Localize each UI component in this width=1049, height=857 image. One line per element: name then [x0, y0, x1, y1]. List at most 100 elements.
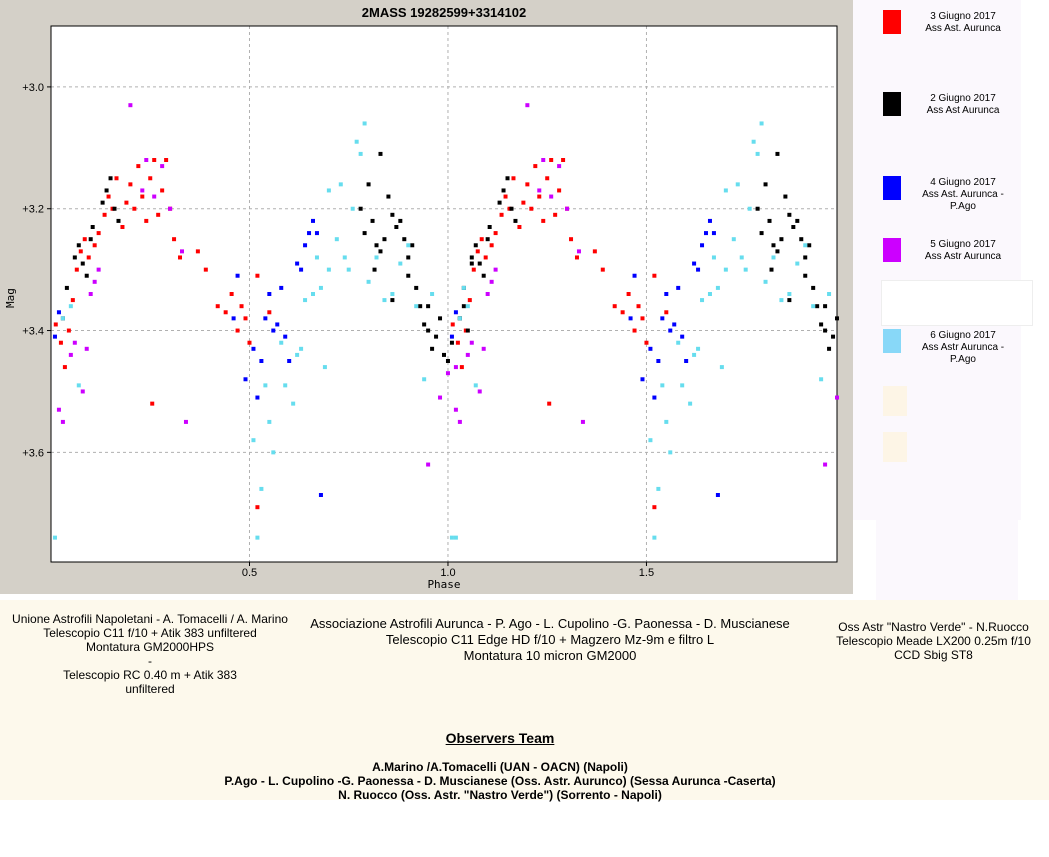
data-point-series-4 [557, 164, 562, 169]
data-point-series-2 [823, 328, 828, 333]
data-point-series-3 [704, 231, 708, 236]
data-point-series-1 [553, 212, 558, 217]
data-point-series-3 [715, 493, 720, 497]
data-point-series-4 [525, 103, 530, 108]
data-point-series-1 [455, 340, 460, 345]
credits-uan-line: - [148, 654, 152, 668]
data-point-series-3 [259, 359, 264, 363]
data-point-series-1 [223, 310, 228, 315]
data-point-series-2 [769, 267, 774, 272]
data-point-series-5 [751, 139, 756, 144]
data-point-series-1 [521, 200, 526, 205]
data-point-series-4 [537, 188, 542, 193]
data-point-series-1 [632, 328, 637, 333]
data-point-series-2 [390, 212, 395, 217]
data-point-series-3 [251, 346, 256, 351]
data-point-series-5 [656, 486, 661, 491]
data-point-series-2 [509, 206, 514, 211]
data-point-series-3 [676, 285, 681, 290]
data-point-series-2 [783, 194, 788, 199]
data-point-series-3 [275, 322, 280, 327]
data-point-series-3 [52, 334, 57, 339]
data-point-series-2 [775, 151, 780, 156]
data-point-series-2 [473, 243, 478, 248]
credits-nastro-verde-line: CCD Sbig ST8 [894, 648, 973, 662]
data-point-series-2 [438, 316, 443, 321]
data-point-series-2 [819, 322, 824, 327]
data-point-series-5 [60, 316, 65, 321]
legend-swatch [883, 238, 901, 262]
data-point-series-1 [503, 194, 508, 199]
data-point-series-1 [58, 340, 63, 345]
chart-title: 2MASS 19282599+3314102 [362, 5, 526, 20]
data-point-series-2 [116, 218, 121, 223]
data-point-series-5 [295, 352, 300, 357]
data-point-series-5 [263, 383, 268, 388]
data-point-series-3 [656, 359, 661, 363]
data-point-series-4 [465, 352, 470, 357]
data-point-series-3 [668, 328, 673, 333]
data-point-series-4 [60, 419, 65, 424]
legend-empty-box [881, 280, 1033, 326]
data-point-series-5 [739, 255, 744, 260]
data-point-series-4 [469, 340, 474, 345]
data-point-series-2 [469, 255, 474, 260]
data-point-series-1 [156, 212, 161, 217]
data-point-series-5 [735, 182, 740, 187]
legend-observer: Ass Ast Aurunca [926, 105, 1000, 116]
data-point-series-2 [64, 285, 69, 290]
data-point-series-2 [487, 225, 492, 229]
credits-uan-line: Montatura GM2000HPS [85, 640, 215, 654]
data-point-series-4 [152, 194, 157, 199]
data-point-series-3 [318, 493, 323, 497]
data-point-series-1 [74, 267, 79, 272]
legend-observer: Ass Astr Aurunca - P.Ago [921, 342, 1005, 365]
data-point-series-1 [644, 340, 649, 345]
data-point-series-5 [449, 535, 454, 540]
data-point-series-2 [104, 188, 109, 193]
data-point-series-2 [803, 255, 808, 260]
data-point-series-2 [108, 176, 113, 181]
data-point-series-1 [102, 212, 107, 217]
data-point-series-5 [803, 243, 808, 248]
data-point-series-2 [418, 304, 423, 309]
data-point-series-3 [283, 334, 288, 339]
data-point-series-1 [533, 164, 538, 169]
data-point-series-1 [144, 218, 149, 223]
credits-nastro-verde-line: Telescopio Meade LX200 0.25m f/10 [836, 634, 1031, 648]
data-point-series-4 [565, 206, 570, 211]
data-point-series-2 [406, 273, 411, 278]
data-point-series-3 [692, 261, 697, 266]
data-point-series-5 [251, 438, 256, 443]
data-point-series-5 [473, 383, 478, 388]
data-point-series-3 [307, 231, 312, 236]
x-tick-label: 1.5 [639, 567, 654, 579]
data-point-series-5 [338, 182, 343, 187]
credits-aurunca-line: Associazione Astrofili Aurunca - P. Ago … [310, 616, 790, 631]
data-point-series-1 [70, 298, 75, 303]
data-point-series-2 [80, 261, 85, 266]
data-point-series-1 [450, 322, 455, 327]
data-point-series-2 [831, 334, 836, 339]
data-point-series-2 [481, 273, 486, 278]
data-point-series-3 [700, 243, 705, 248]
data-point-series-1 [475, 249, 480, 254]
data-point-series-1 [128, 182, 133, 187]
data-point-series-4 [88, 292, 93, 296]
observers-list: A.Marino /A.Tomacelli (UAN - OACN) (Napo… [0, 760, 1000, 802]
data-point-series-2 [406, 255, 411, 260]
data-point-series-1 [600, 267, 605, 272]
plot-frame [50, 25, 838, 563]
x-tick-label: 1.0 [440, 567, 455, 579]
data-point-series-1 [195, 249, 200, 254]
data-point-series-5 [374, 255, 379, 260]
data-point-series-2 [461, 304, 466, 309]
data-point-series-2 [787, 212, 792, 217]
data-point-series-1 [136, 164, 141, 169]
data-point-series-1 [525, 182, 530, 187]
data-point-series-5 [811, 304, 816, 309]
data-point-series-3 [235, 273, 240, 278]
data-point-series-2 [442, 352, 446, 357]
data-point-series-1 [652, 273, 657, 278]
data-point-series-5 [267, 419, 272, 424]
